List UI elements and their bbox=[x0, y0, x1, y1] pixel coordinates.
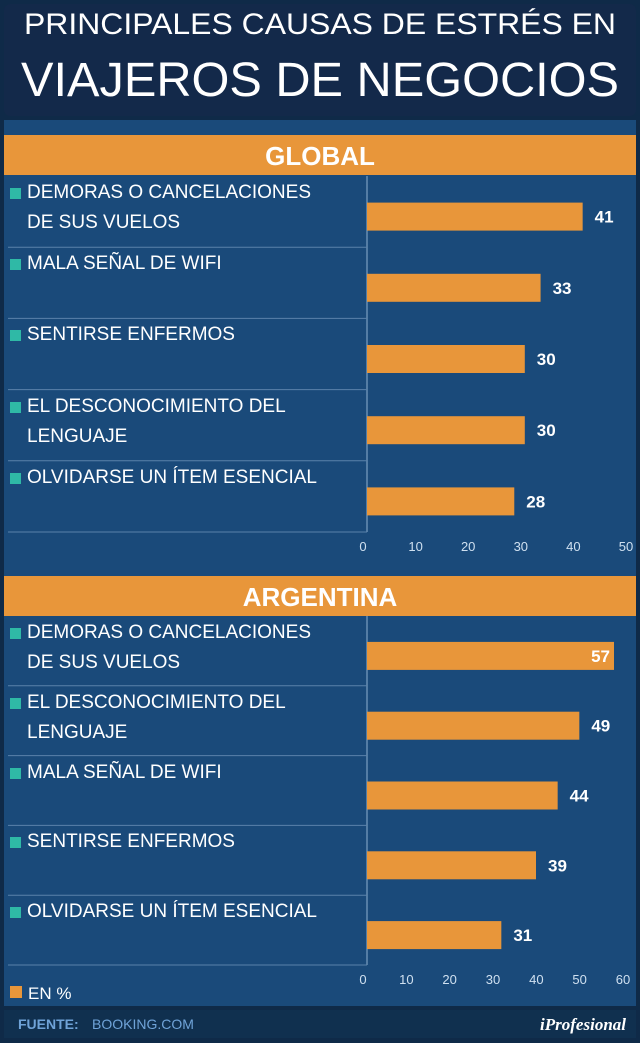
bullet bbox=[10, 767, 21, 779]
category-label: OLVIDARSE UN ÍTEM ESENCIAL bbox=[27, 466, 317, 488]
bar bbox=[367, 273, 541, 302]
footer-bar bbox=[4, 1010, 636, 1038]
title-box bbox=[4, 4, 636, 116]
source-label: FUENTE: bbox=[18, 1016, 79, 1032]
bullet bbox=[10, 259, 21, 271]
bar bbox=[367, 711, 580, 740]
bullet bbox=[10, 401, 21, 413]
x-tick-label: 10 bbox=[399, 972, 413, 987]
x-tick-label: 30 bbox=[486, 972, 500, 987]
bullet bbox=[10, 907, 21, 919]
category-label: EL DESCONOCIMIENTO DEL LENGUAJE bbox=[27, 691, 286, 743]
bullet bbox=[10, 472, 21, 484]
section-title: ARGENTINA bbox=[243, 582, 398, 612]
category-label: SENTIRSE ENFERMOS bbox=[27, 831, 235, 853]
value-label: 44 bbox=[570, 787, 589, 806]
section-header bbox=[4, 576, 636, 616]
bullet bbox=[10, 330, 21, 342]
category-label: MALA SEÑAL DE WIFI bbox=[27, 253, 222, 275]
bar bbox=[367, 641, 614, 670]
value-label: 57 bbox=[591, 647, 610, 666]
x-tick-label: 0 bbox=[359, 972, 366, 987]
bullet bbox=[10, 628, 21, 639]
value-label: 28 bbox=[526, 492, 545, 511]
category-label: MALA SEÑAL DE WIFI bbox=[27, 761, 222, 783]
value-label: 49 bbox=[591, 717, 610, 736]
source: BOOKING.COM bbox=[92, 1016, 194, 1032]
category-label: DEMORAS O CANCELACIONES DE SUS VUELOS bbox=[27, 182, 311, 233]
title-line1: PRINCIPALES CAUSAS DE ESTRÉS EN bbox=[24, 8, 616, 41]
value-label: 33 bbox=[553, 279, 572, 298]
brand: iProfesional bbox=[540, 1015, 626, 1034]
x-tick-label: 60 bbox=[616, 972, 630, 987]
bar bbox=[367, 487, 515, 516]
x-tick-label: 50 bbox=[619, 539, 633, 554]
bar bbox=[367, 202, 583, 231]
value-label: 30 bbox=[537, 421, 556, 440]
value-label: 30 bbox=[537, 350, 556, 369]
bullet bbox=[10, 697, 21, 709]
x-tick-label: 30 bbox=[514, 539, 528, 554]
bar bbox=[367, 781, 558, 810]
bar bbox=[367, 416, 525, 445]
x-tick-label: 40 bbox=[529, 972, 543, 987]
x-tick-label: 20 bbox=[442, 972, 456, 987]
x-tick-label: 40 bbox=[566, 539, 580, 554]
value-label: 39 bbox=[548, 856, 567, 875]
legend-swatch bbox=[10, 986, 22, 998]
bullet bbox=[10, 188, 21, 199]
bar bbox=[367, 851, 536, 880]
category-label: DEMORAS O CANCELACIONES DE SUS VUELOS bbox=[27, 622, 311, 673]
bar bbox=[367, 345, 525, 373]
bar bbox=[367, 921, 502, 950]
category-label: EL DESCONOCIMIENTO DEL LENGUAJE bbox=[27, 395, 286, 447]
section-title: GLOBAL bbox=[265, 141, 375, 171]
value-label: 41 bbox=[595, 208, 614, 227]
x-tick-label: 10 bbox=[408, 539, 422, 554]
section-header bbox=[4, 135, 636, 175]
category-label: OLVIDARSE UN ÍTEM ESENCIAL bbox=[27, 901, 317, 923]
category-label: SENTIRSE ENFERMOS bbox=[27, 324, 235, 346]
title-line2: VIAJEROS DE NEGOCIOS bbox=[21, 54, 619, 107]
x-tick-label: 50 bbox=[572, 972, 586, 987]
value-label: 31 bbox=[513, 926, 532, 945]
bullet bbox=[10, 837, 21, 849]
x-tick-label: 0 bbox=[359, 539, 366, 554]
legend-label: EN % bbox=[28, 984, 71, 1003]
x-tick-label: 20 bbox=[461, 539, 475, 554]
